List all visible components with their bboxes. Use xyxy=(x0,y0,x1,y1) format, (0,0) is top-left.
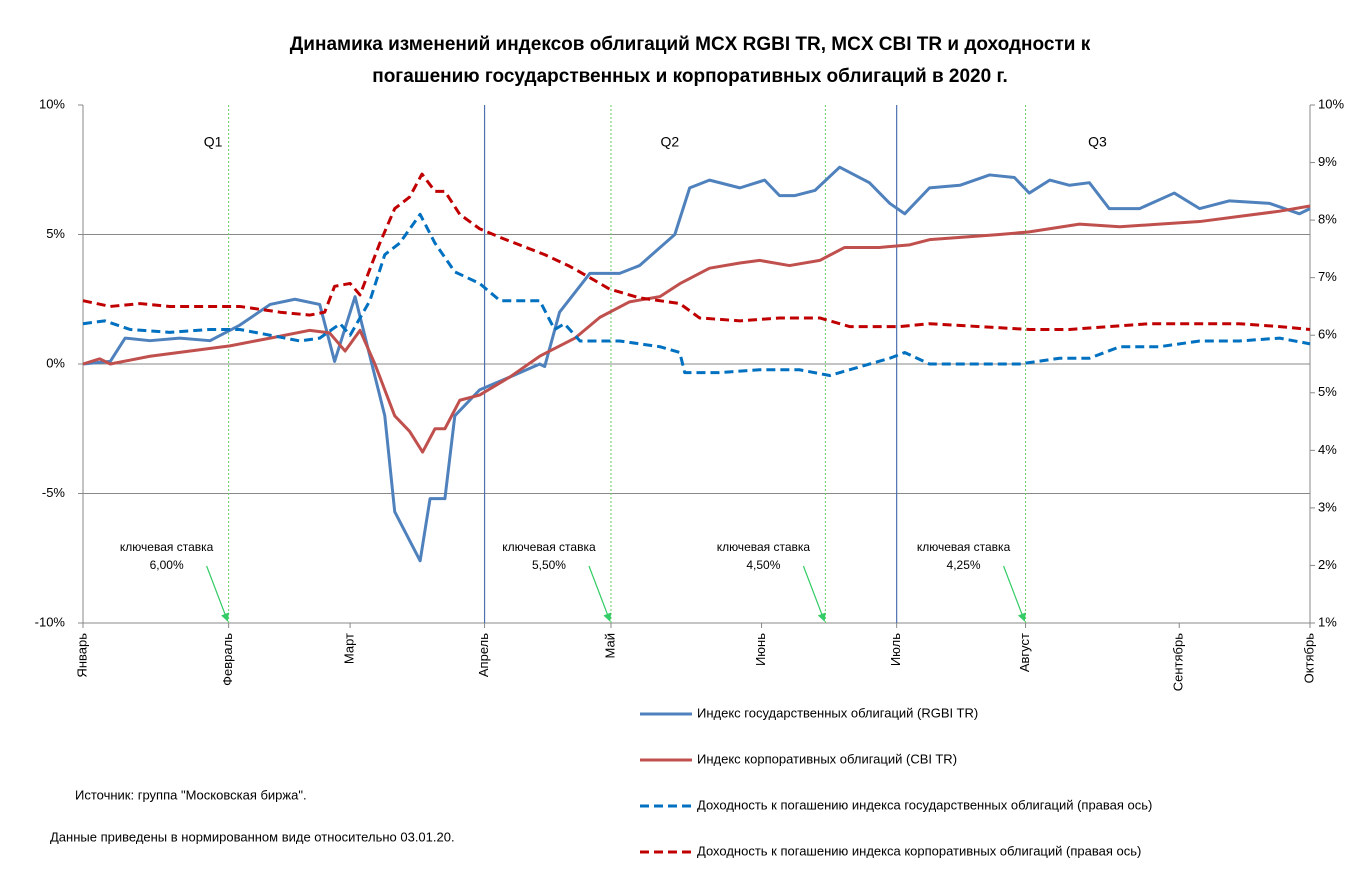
key-rate-label: ключевая ставка xyxy=(120,540,214,554)
y2-tick-label: 3% xyxy=(1318,499,1337,514)
key-rate-arrow xyxy=(206,565,229,622)
key-rate-label: ключевая ставка xyxy=(502,540,596,554)
x-tick-label: Апрель xyxy=(476,633,491,677)
x-tick-label: Июнь xyxy=(753,633,768,666)
quarter-label: Q1 xyxy=(204,134,223,150)
y-tick-label: 10% xyxy=(39,96,65,111)
key-rate-label: 4,50% xyxy=(746,558,780,572)
y2-tick-label: 5% xyxy=(1318,384,1337,399)
series-line xyxy=(82,165,1311,563)
y2-tick-label: 9% xyxy=(1318,154,1337,169)
legend-label: Доходность к погашению индекса корпорати… xyxy=(697,843,1141,858)
chart-title: погашению государственных и корпоративны… xyxy=(372,66,1008,87)
y2-tick-label: 1% xyxy=(1318,614,1337,629)
x-tick-label: Март xyxy=(342,633,357,664)
series-line xyxy=(82,204,1311,454)
x-tick-label: Сентябрь xyxy=(1171,633,1186,691)
y-tick-label: -10% xyxy=(35,614,66,629)
key-rate-label: 5,50% xyxy=(532,558,566,572)
x-tick-label: Февраль xyxy=(220,633,235,686)
y2-tick-label: 2% xyxy=(1318,557,1337,572)
key-rate-arrow xyxy=(588,565,612,622)
y2-tick-label: 6% xyxy=(1318,327,1337,342)
quarter-label: Q2 xyxy=(661,134,680,150)
key-rate-label: 6,00% xyxy=(150,558,184,572)
y2-tick-label: 7% xyxy=(1318,269,1337,284)
key-rate-arrow xyxy=(1002,565,1026,622)
data-note: Данные приведены в нормированном виде от… xyxy=(50,829,455,844)
x-tick-label: Январь xyxy=(74,633,89,678)
y2-tick-label: 4% xyxy=(1318,442,1337,457)
legend-label: Индекс государственных облигаций (RGBI T… xyxy=(697,705,978,720)
key-rate-label: ключевая ставка xyxy=(917,540,1011,554)
x-tick-label: Октябрь xyxy=(1301,633,1316,684)
key-rate-arrow xyxy=(802,565,826,622)
y-tick-label: -5% xyxy=(42,485,66,500)
series-line xyxy=(82,172,1311,331)
y2-tick-label: 10% xyxy=(1318,96,1344,111)
series-line xyxy=(82,212,1311,378)
x-tick-label: Май xyxy=(602,633,617,658)
key-rate-label: ключевая ставка xyxy=(717,540,811,554)
y2-tick-label: 8% xyxy=(1318,212,1337,227)
source-note: Источник: группа "Московская биржа". xyxy=(75,787,307,802)
quarter-label: Q3 xyxy=(1088,134,1107,150)
y-tick-label: 0% xyxy=(46,355,65,370)
x-tick-label: Август xyxy=(1017,633,1032,672)
chart-title: Динамика изменений индексов облигаций MC… xyxy=(290,34,1091,55)
legend-label: Доходность к погашению индекса государст… xyxy=(697,797,1152,812)
legend-label: Индекс корпоративных облигаций (CBI TR) xyxy=(697,751,957,766)
key-rate-label: 4,25% xyxy=(947,558,981,572)
x-tick-label: Июль xyxy=(888,633,903,666)
y-tick-label: 5% xyxy=(46,226,65,241)
